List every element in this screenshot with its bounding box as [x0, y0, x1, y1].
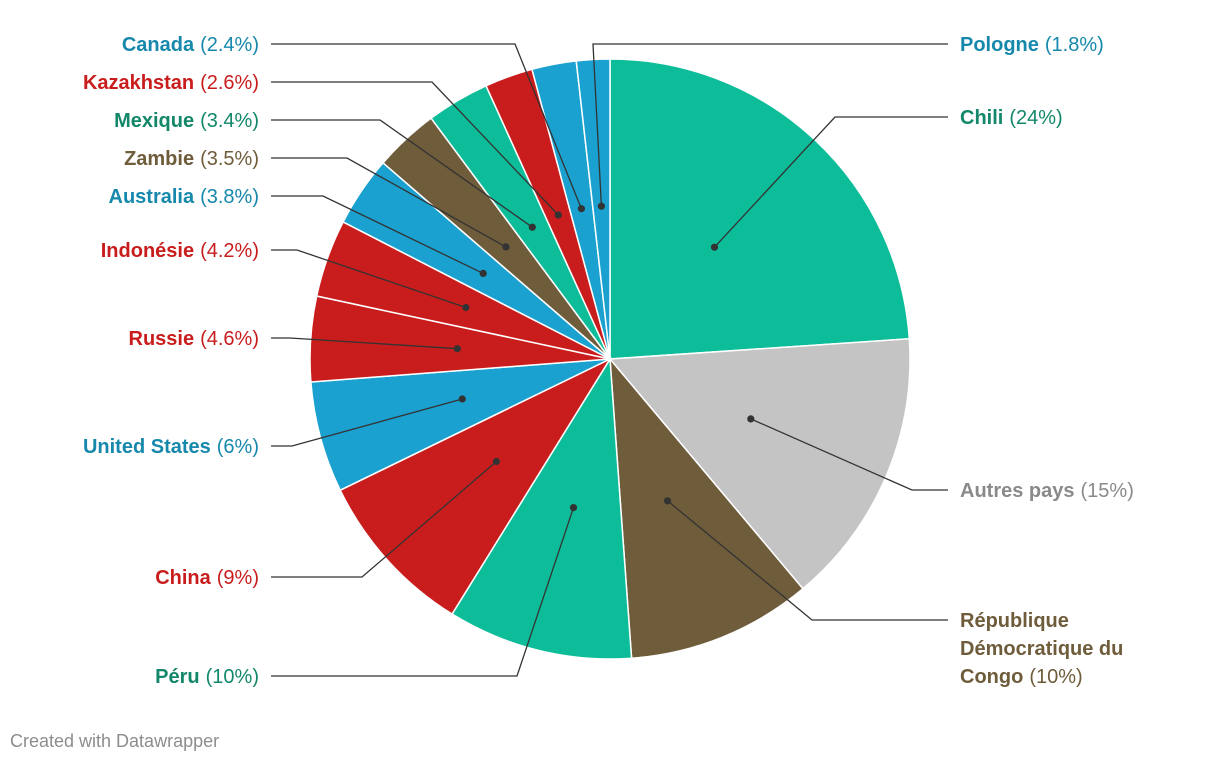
slice-label-name: China	[155, 567, 211, 589]
slice-label-pologne: Pologne (1.8%)	[960, 34, 1104, 56]
slice-label-autres-pays: Autres pays (15%)	[960, 480, 1134, 502]
footer-credit: Created with Datawrapper	[10, 731, 220, 751]
leader-dot-kazakhstan	[554, 211, 562, 219]
slice-label-percent: (3.5%)	[200, 148, 259, 170]
leader-dot-mexique	[528, 223, 536, 231]
slice-label-russie: Russie (4.6%)	[129, 328, 260, 350]
leader-dot-russie	[453, 345, 461, 353]
leader-dot-autres-pays	[747, 415, 755, 423]
slice-label-name: Kazakhstan	[83, 72, 194, 94]
slice-label-name: Zambie	[124, 148, 194, 170]
slice-label-name: Pologne	[960, 34, 1039, 56]
pie-slice-peru	[451, 356, 633, 660]
leader-line-zambie	[271, 157, 507, 248]
slice-label-percent: (1.8%)	[1045, 34, 1104, 56]
slice-label-percent: (2.4%)	[200, 34, 259, 56]
leader-dot-pologne	[597, 202, 606, 210]
slice-label-mexique: Mexique (3.4%)	[114, 110, 259, 132]
slice-label-name: Congo	[960, 666, 1023, 688]
leader-line-kazakhstan	[271, 81, 559, 216]
slice-label-name: Autres pays	[960, 480, 1075, 502]
slice-label-name: Chili	[960, 107, 1003, 129]
pie-slice-pologne	[575, 58, 611, 360]
leader-line-peru	[271, 507, 575, 677]
leader-line-autres-pays	[750, 418, 948, 491]
leader-dot-indonesie	[462, 303, 470, 312]
pie-slice-autres-pays	[608, 338, 911, 590]
slice-label-name: United States	[83, 436, 211, 458]
pie-slice-chili	[609, 58, 911, 360]
leader-dot-australia	[479, 269, 487, 277]
leader-dot-chili	[710, 243, 719, 251]
leader-dot-peru	[569, 504, 578, 512]
slice-label-republique-democratique-du-congo: République Démocratique du Congo (10%)	[960, 610, 1123, 688]
leader-dot-zambie	[502, 243, 510, 251]
slice-label-percent: (2.6%)	[200, 72, 259, 94]
slice-label-name: République	[960, 610, 1069, 632]
leader-line-republique-democratique-du-congo	[667, 500, 948, 621]
slice-label-china: China (9%)	[155, 567, 259, 589]
slice-label-percent: (10%)	[1029, 666, 1082, 688]
leader-line-indonesie	[271, 249, 467, 309]
pie-slice-china	[339, 357, 613, 616]
slice-label-indonesie: Indonésie (4.2%)	[101, 240, 259, 262]
slice-label-name: Mexique	[114, 110, 194, 132]
slice-label-percent: (3.8%)	[200, 186, 259, 208]
slice-label-kazakhstan: Kazakhstan (2.6%)	[83, 72, 259, 94]
slice-label-name: Australia	[109, 186, 195, 208]
slice-label-percent: (15%)	[1081, 480, 1134, 502]
slice-label-australia: Australia (3.8%)	[109, 186, 260, 208]
leader-dot-republique-democratique-du-congo	[663, 497, 672, 505]
slice-label-name: Péru	[155, 666, 199, 688]
slice-label-name: Indonésie	[101, 240, 194, 262]
slice-label-name: Canada	[122, 34, 195, 56]
slice-label-chili: Chili (24%)	[960, 107, 1063, 129]
leader-line-russie	[271, 337, 458, 350]
leader-lines	[271, 43, 948, 677]
slice-label-percent: (4.2%)	[200, 240, 259, 262]
slice-labels: Chili (24%) Autres pays (15%) République Démo…	[83, 34, 1134, 688]
leader-dot-china	[492, 457, 500, 466]
slice-label-name: Démocratique du	[960, 638, 1123, 660]
leader-line-chili	[714, 116, 948, 248]
pie-slice-republique-democratique-du-congo	[609, 356, 804, 660]
slice-label-name: Russie	[129, 328, 195, 350]
pie-slices	[309, 58, 911, 660]
slice-label-percent: (9%)	[217, 567, 259, 589]
leader-dot-canada	[577, 205, 586, 213]
slice-label-percent: (3.4%)	[200, 110, 259, 132]
slice-label-peru: Péru (10%)	[155, 666, 259, 688]
leader-line-china	[271, 461, 497, 578]
slice-label-canada: Canada (2.4%)	[122, 34, 259, 56]
slice-label-zambie: Zambie (3.5%)	[124, 148, 259, 170]
slice-label-percent: (4.6%)	[200, 328, 259, 350]
slice-label-united-states: United States (6%)	[83, 436, 259, 458]
slice-label-percent: (24%)	[1009, 107, 1062, 129]
leader-dot-united-states	[458, 395, 466, 403]
leader-line-united-states	[271, 398, 463, 447]
leader-line-australia	[271, 195, 484, 274]
leader-line-pologne	[592, 43, 948, 207]
leader-line-canada	[271, 43, 583, 209]
slice-label-percent: (6%)	[217, 436, 259, 458]
slice-label-percent: (10%)	[206, 666, 259, 688]
leader-line-mexique	[271, 119, 533, 228]
